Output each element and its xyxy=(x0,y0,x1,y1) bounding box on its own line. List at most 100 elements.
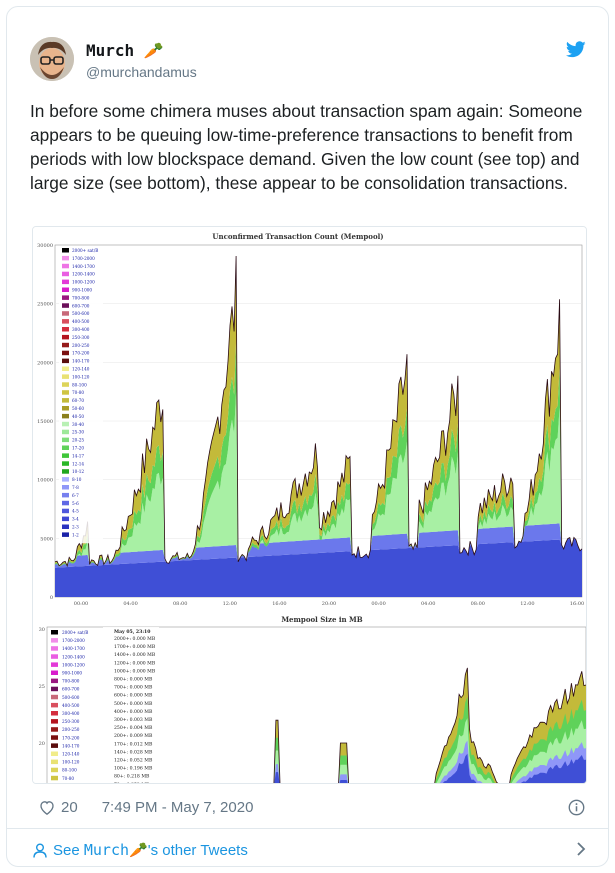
chart1-legend-label: 500-600 xyxy=(72,311,90,316)
twitter-bird-icon[interactable] xyxy=(565,41,586,63)
chart1-legend-label: 1200-1400 xyxy=(72,272,95,277)
chart2-legend-label: 2000+ sat/B xyxy=(62,630,88,635)
chart1-legend-swatch xyxy=(62,295,69,300)
chart1-xtick: 16:00 xyxy=(272,601,286,607)
chart1-legend-label: 60-70 xyxy=(72,398,84,403)
chart1-legend-label: 5-6 xyxy=(72,501,79,506)
tooltip-row: 1400+: 0.000 MB xyxy=(114,652,156,658)
chart1-legend-label: 30-40 xyxy=(72,422,84,427)
chart1-legend-swatch xyxy=(62,421,69,427)
chart2-legend-swatch xyxy=(51,654,58,659)
chart1-xtick: 20:00 xyxy=(322,601,336,607)
chart1-legend-swatch xyxy=(62,398,69,403)
carrot-emoji: 🥕 xyxy=(143,41,164,60)
chart1-legend-swatch xyxy=(62,271,69,277)
chart2-legend-swatch xyxy=(51,662,58,667)
footer-name: Murch xyxy=(83,841,130,859)
chart1-legend-swatch xyxy=(62,358,69,364)
chart1-series xyxy=(54,255,583,597)
chart2-legend-label: 170-200 xyxy=(62,735,80,740)
mempool-charts: Unconfirmed Transaction Count (Mempool) … xyxy=(33,227,586,783)
chart1-legend-label: 50-60 xyxy=(72,406,84,411)
avatar[interactable] xyxy=(30,37,74,81)
chart1-legend-label: 10-12 xyxy=(72,469,84,474)
like-count[interactable]: 20 xyxy=(61,799,78,816)
chart1-legend-label: 4-5 xyxy=(72,509,79,514)
person-icon xyxy=(33,843,47,858)
chart1-legend-swatch xyxy=(62,319,69,324)
author-handle[interactable]: @murchandamus xyxy=(86,64,197,80)
tooltip-row: 1200+: 0.000 MB xyxy=(114,660,156,666)
tooltip-row: 600+: 0.000 MB xyxy=(114,693,153,699)
tooltip-row: 120+: 0.052 MB xyxy=(114,758,153,764)
chart1-legend-label: 2-3 xyxy=(72,525,79,530)
see-other-tweets-link[interactable]: See Murch🥕's other Tweets xyxy=(33,841,248,859)
tweet-media[interactable]: Unconfirmed Transaction Count (Mempool) … xyxy=(32,226,587,784)
chart1-legend-swatch xyxy=(62,303,69,308)
chart1-legend-swatch xyxy=(62,437,69,443)
chart1-legend-swatch xyxy=(62,390,69,395)
chart2-legend-label: 600-700 xyxy=(62,687,80,692)
chart1-legend-swatch xyxy=(62,485,69,490)
chart1-legend-swatch xyxy=(62,263,69,269)
chart1-legend-label: 120-140 xyxy=(72,367,90,372)
chart2-legend-label: 500-600 xyxy=(62,695,80,700)
info-icon[interactable] xyxy=(568,799,585,821)
chart2-legend-swatch xyxy=(51,751,58,756)
chart1-xtick: 08:00 xyxy=(173,601,187,607)
chart1-legend-swatch xyxy=(62,327,69,332)
chart1-legend-label: 1400-1700 xyxy=(72,264,95,269)
chart1-xtick: 12:00 xyxy=(520,601,534,607)
chevron-right-icon[interactable] xyxy=(576,841,586,862)
tooltip-row: 200+: 0.009 MB xyxy=(114,733,153,739)
chart1-legend-swatch xyxy=(62,406,69,411)
chart1-legend-label: 7-8 xyxy=(72,485,79,490)
chart2-legend-label: 1400-1700 xyxy=(62,646,85,651)
footer[interactable]: See Murch🥕's other Tweets xyxy=(7,828,608,866)
tweet-text: In before some chimera muses about trans… xyxy=(30,101,583,193)
chart1-ytick: 0 xyxy=(50,595,53,601)
chart1-legend-label: 40-50 xyxy=(72,414,84,419)
author-name-text[interactable]: Murch xyxy=(86,41,135,60)
chart2-legend-label: 300-400 xyxy=(62,711,80,716)
chart1-legend-label: 20-25 xyxy=(72,438,84,443)
tooltip-row: 300+: 0.003 MB xyxy=(114,717,153,723)
chart2-legend-label: 400-500 xyxy=(62,703,80,708)
chart2-legend-swatch xyxy=(51,686,58,692)
chart1-legend-swatch xyxy=(62,508,69,514)
chart1-legend-label: 25-30 xyxy=(72,430,84,435)
chart1-legend-label: 6-7 xyxy=(72,493,79,498)
chart1-legend-swatch xyxy=(62,532,69,537)
tooltip-row: 1000+: 0.000 MB xyxy=(114,668,156,674)
chart1-legend-label: 17-20 xyxy=(72,446,84,451)
chart1-legend-swatch xyxy=(62,524,69,529)
chart1-legend-swatch xyxy=(62,382,69,387)
chart1-ytick: 25000 xyxy=(37,302,53,308)
chart1-legend-label: 8-10 xyxy=(72,477,82,482)
chart2-legend-label: 900-1000 xyxy=(62,671,82,676)
tooltip-title: May 05, 23:10 xyxy=(114,629,150,635)
chart1-legend-label: 12-14 xyxy=(72,461,84,466)
chart1-ytick: 10000 xyxy=(37,478,53,484)
chart1-xtick: 16:00 xyxy=(570,601,584,607)
chart1-legend-label: 250-300 xyxy=(72,335,90,340)
chart2-series xyxy=(273,667,586,783)
chart1-legend-swatch xyxy=(62,342,69,348)
heart-icon[interactable] xyxy=(39,800,55,815)
chart2-legend-label: 1000-1200 xyxy=(62,662,85,667)
chart1-xtick: 08:00 xyxy=(471,601,485,607)
tweet-timestamp[interactable]: 7:49 PM - May 7, 2020 xyxy=(101,799,254,816)
chart1-legend-label: 70-80 xyxy=(72,390,84,395)
author-name[interactable]: Murch 🥕 xyxy=(86,41,164,60)
chart1-legend-swatch xyxy=(62,413,69,419)
tooltip-row: 250+: 0.004 MB xyxy=(114,725,153,731)
chart1-legend-swatch xyxy=(62,453,69,458)
chart1-legend-label: 1-2 xyxy=(72,532,79,537)
chart1-legend-label: 200-250 xyxy=(72,343,90,348)
chart2-legend-swatch xyxy=(51,702,58,708)
chart2-band xyxy=(274,753,586,783)
chart2-legend-swatch xyxy=(51,678,58,684)
chart1-legend-label: 100-120 xyxy=(72,374,90,379)
chart2-legend-label: 200-250 xyxy=(62,727,80,732)
tweet-card: Murch 🥕 @murchandamus In before some chi… xyxy=(6,6,609,867)
